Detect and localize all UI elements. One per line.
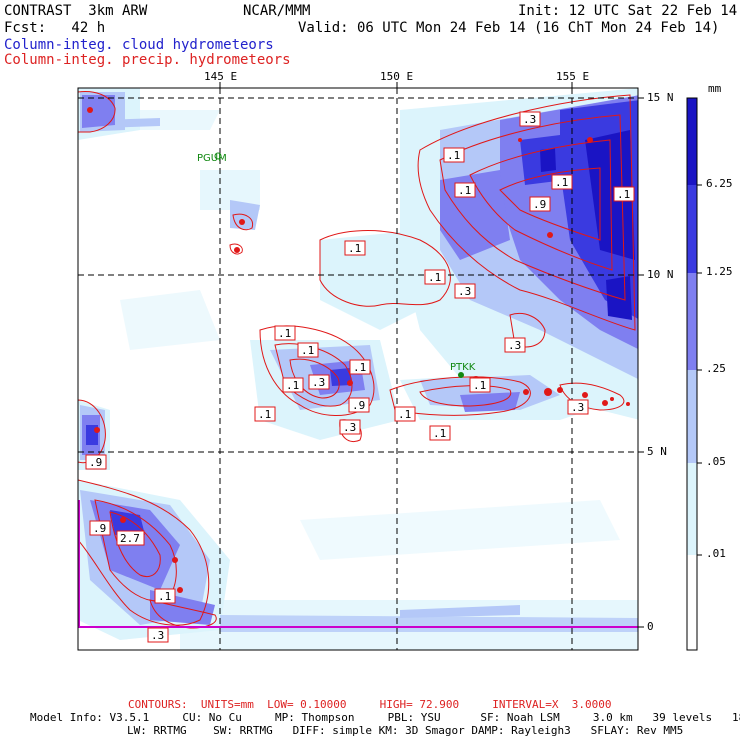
station-marker-pgum	[214, 152, 222, 160]
contour-label-box	[339, 419, 361, 435]
contour-label: .1	[428, 271, 441, 284]
field-precip-label: Column-integ. precip. hydrometeors	[4, 52, 291, 68]
contour-label-box	[349, 359, 371, 375]
lon-label-145: 145 E	[204, 70, 238, 83]
contour-label: .3	[458, 285, 471, 298]
contour-label: .1	[258, 408, 271, 421]
contour-label: .9	[533, 198, 546, 211]
contour-label-box	[344, 240, 366, 256]
colorbar-label-1-25: 1.25	[706, 265, 733, 278]
contour-label-box	[519, 111, 541, 127]
contour-label-box	[529, 196, 551, 212]
contour-label: .3	[343, 421, 356, 434]
contour-label: .1	[278, 327, 291, 340]
colorbar-swatch-0-01	[687, 463, 697, 555]
contour-label: .1	[433, 427, 446, 440]
contour-label: .1	[353, 361, 366, 374]
contour-label-box	[348, 397, 370, 413]
contour-label-box	[147, 627, 169, 643]
org-label: NCAR/MMM	[243, 3, 311, 19]
model-title: CONTRAST 3km ARW	[4, 3, 148, 19]
contour-label-box	[254, 406, 276, 422]
colorbar-label-6-25: 6.25	[706, 177, 733, 190]
contour-label-box	[308, 374, 330, 390]
contour-label-box	[274, 325, 296, 341]
contour-label: .9	[352, 399, 365, 412]
contour-label: .3	[571, 401, 584, 414]
model-info-physics: LW: RRTMG SW: RRTMG DIFF: simple KM: 3D …	[127, 724, 684, 737]
field-cloud-label: Column-integ. cloud hydrometeors	[4, 37, 274, 53]
lat-label-5n: 5 N	[647, 445, 667, 458]
colorbar-unit: mm	[708, 82, 722, 95]
contour-label-box	[116, 530, 145, 546]
contour-label-box	[551, 174, 573, 190]
contour-label: .1	[447, 149, 460, 162]
forecast-hour: Fcst: 42 h	[4, 20, 106, 36]
contour-label-box	[567, 399, 589, 415]
contour-label: .1	[555, 176, 568, 189]
contour-label: .1	[473, 379, 486, 392]
contour-label: .1	[158, 590, 171, 603]
lat-label-15n: 15 N	[647, 91, 674, 104]
contour-label-box	[613, 186, 635, 202]
contour-label: .3	[508, 339, 521, 352]
contour-label: .1	[301, 344, 314, 357]
contour-label-box	[454, 283, 476, 299]
contour-label: .1	[286, 379, 299, 392]
contour-label-box	[469, 377, 491, 393]
contour-label: .1	[617, 188, 630, 201]
init-time: Init: 12 UTC Sat 22 Feb 14	[518, 3, 738, 19]
map-border	[77, 87, 639, 651]
contour-label-box	[504, 337, 526, 353]
contour-label: .1	[458, 184, 471, 197]
contour-label-box	[154, 588, 176, 604]
colorbar-swatch-zero	[687, 555, 697, 650]
contour-label-box	[89, 520, 111, 536]
colorbar-swatch-0-05	[687, 370, 697, 463]
station-label-pgum: PGUM	[197, 153, 227, 164]
contour-label: .1	[348, 242, 361, 255]
station-marker-ptkk	[458, 372, 464, 378]
contour-label: .3	[151, 629, 164, 642]
lon-label-150: 150 E	[380, 70, 414, 83]
contour-label-box	[443, 147, 465, 163]
contour-labels: .1 .1 .3 .9 .1 .1 .3 .1 .1 .1 .1 .1 .3 .1 .9 .1 .3 .1 .1 .3…	[85, 111, 635, 643]
contour-label: .1	[398, 408, 411, 421]
contour-label-box	[394, 406, 416, 422]
model-info: Model Info: V3.5.1 CU: No Cu MP: Thompso…	[30, 711, 740, 724]
lat-label-equator: 0	[647, 620, 654, 633]
contour-label-box	[424, 269, 446, 285]
colorbar-frame	[686, 97, 698, 651]
colorbar-swatch-0-25	[687, 273, 697, 370]
contour-label-box	[282, 377, 304, 393]
contour-label: .9	[89, 456, 102, 469]
colorbar-label-0-01: .01	[706, 547, 726, 560]
contour-label-box	[429, 425, 451, 441]
colorbar-label-0-05: .05	[706, 455, 726, 468]
contour-label: .3	[312, 376, 325, 389]
colorbar-swatch-1-25	[687, 185, 697, 273]
contour-label-box	[85, 454, 107, 470]
contour-label-box	[297, 342, 319, 358]
colorbar	[686, 97, 702, 651]
contour-label: .9	[93, 522, 106, 535]
valid-time: Valid: 06 UTC Mon 24 Feb 14 (16 ChT Mon …	[298, 20, 720, 36]
colorbar-swatch-6-25	[687, 98, 697, 185]
lon-label-155: 155 E	[556, 70, 590, 83]
station-label-ptkk: PTKK	[450, 362, 476, 373]
contour-label: .3	[523, 113, 536, 126]
contour-info: CONTOURS: UNITS=mm LOW= 0.10000 HIGH= 72…	[128, 698, 612, 711]
contour-label-box	[454, 182, 476, 198]
colorbar-label-0-25: .25	[706, 362, 726, 375]
station-markers: PGUM PTKK	[197, 152, 476, 378]
lat-label-10n: 10 N	[647, 268, 674, 281]
contour-label: 2.7	[120, 532, 140, 545]
